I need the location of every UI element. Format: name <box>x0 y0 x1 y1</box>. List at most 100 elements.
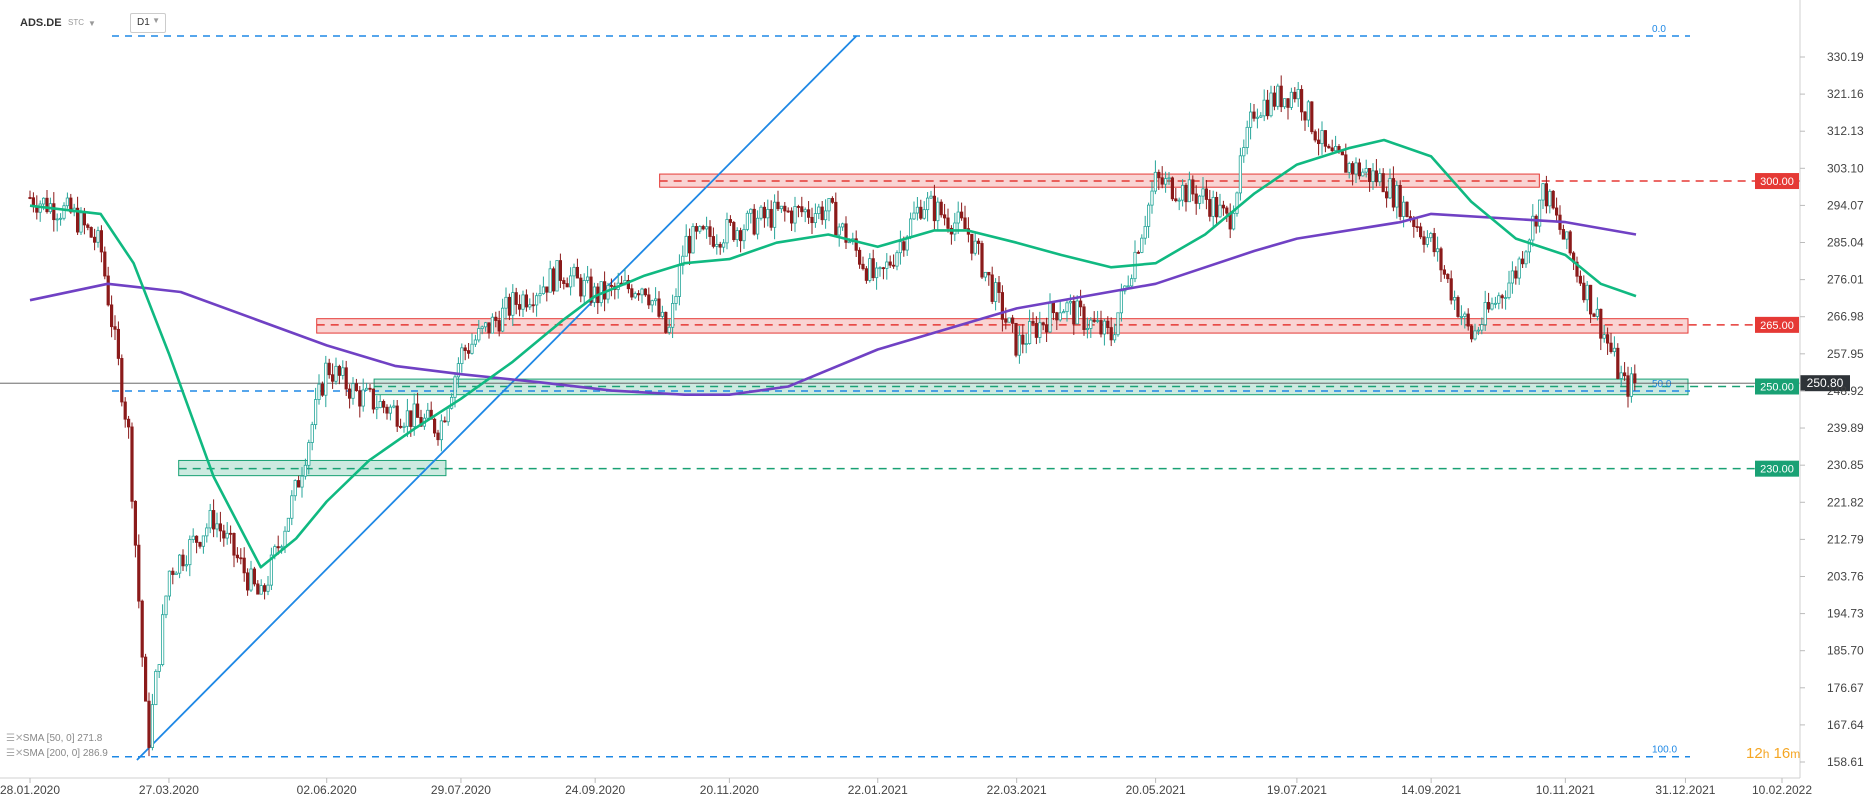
candle-body <box>1279 85 1283 108</box>
candle-body <box>1306 101 1310 121</box>
candle-body <box>1296 89 1300 100</box>
candle-body <box>1629 373 1633 397</box>
candle-body <box>674 296 678 304</box>
legend-sma50[interactable]: ☰✕ SMA [50, 0] 271.8 <box>6 733 102 744</box>
x-tick-label: 27.03.2020 <box>139 783 199 795</box>
candle-body <box>895 252 899 267</box>
candle-body <box>222 530 226 539</box>
candle-body <box>586 276 590 281</box>
current-price-label: 250.80 <box>1807 376 1844 390</box>
candle-body <box>779 205 784 210</box>
candle-body <box>562 280 566 284</box>
candle-body <box>878 267 882 270</box>
candle-body <box>194 535 199 543</box>
candle-body <box>256 583 260 595</box>
candle-body <box>1429 233 1433 239</box>
candle-body <box>1585 284 1589 301</box>
candle-body <box>1157 171 1161 179</box>
y-tick-label: 294.07 <box>1827 198 1864 212</box>
candle-body <box>460 347 464 365</box>
candle-body <box>844 223 848 243</box>
candle-body <box>953 222 957 235</box>
candle-body <box>1480 324 1484 331</box>
eye-icon[interactable]: ☰✕ <box>6 748 24 759</box>
candle-body <box>341 367 345 376</box>
x-tick-label: 31.12.2021 <box>1655 783 1715 795</box>
candle-body <box>929 195 933 199</box>
candle-body <box>637 293 641 296</box>
level-label-250.00: 250.00 <box>1760 381 1794 393</box>
candle-body <box>1381 173 1385 193</box>
candle-body <box>1374 170 1378 183</box>
candle-body <box>188 539 192 566</box>
candle-body <box>834 201 838 236</box>
candle-body <box>1147 204 1151 227</box>
x-tick-label: 20.05.2021 <box>1126 783 1186 795</box>
candle-body <box>558 260 563 281</box>
candle-body <box>1619 372 1623 379</box>
eye-icon[interactable]: ☰✕ <box>6 733 24 744</box>
chevron-down-icon[interactable]: ▼ <box>88 19 96 28</box>
candle-body <box>1609 342 1613 353</box>
candle-body <box>671 303 675 328</box>
candle-body <box>773 201 777 228</box>
candle-body <box>1487 302 1491 310</box>
candle-body <box>660 311 665 317</box>
candle-body <box>667 326 671 333</box>
candle-body <box>1079 300 1083 308</box>
candle-body <box>1082 306 1086 330</box>
candle-body <box>171 570 175 575</box>
candle-body <box>691 226 695 254</box>
candle-body <box>698 226 702 232</box>
candle-body <box>647 294 651 306</box>
candle-body <box>1548 190 1552 207</box>
candle-body <box>1521 258 1525 265</box>
candle-body <box>62 205 66 219</box>
candle-body <box>1317 139 1321 145</box>
uptrend-line <box>136 35 858 761</box>
candle-body <box>871 258 875 279</box>
candle-body <box>364 387 369 391</box>
candle-body <box>232 533 236 556</box>
candle-body <box>1055 312 1059 321</box>
timeframe-select[interactable]: D1 ▼ <box>130 13 166 33</box>
candle-body <box>1238 155 1242 194</box>
candle-body <box>249 568 253 591</box>
candle-body <box>1150 190 1154 206</box>
candle-body <box>147 700 151 748</box>
candle-body <box>211 510 216 530</box>
candle-body <box>1425 237 1429 245</box>
candle-body <box>1327 145 1331 149</box>
candle-body <box>725 219 729 244</box>
candle-body <box>1218 204 1222 218</box>
candle-body <box>313 399 318 425</box>
candle-body <box>858 249 862 265</box>
candle-body <box>980 243 984 278</box>
candle-body <box>827 198 831 212</box>
legend-sma200[interactable]: ☰✕ SMA [200, 0] 286.9 <box>6 748 108 759</box>
legend-sma50-label: SMA [50, 0] 271.8 <box>22 733 103 744</box>
x-tick-label: 22.03.2021 <box>987 783 1047 795</box>
candle-body <box>1510 270 1514 284</box>
candle-body <box>915 206 920 214</box>
candle-body <box>922 209 926 219</box>
candle-body <box>711 236 716 247</box>
candle-body <box>310 424 314 443</box>
candle-body <box>1303 111 1307 121</box>
candle-body <box>1252 111 1256 119</box>
candle-body <box>392 405 396 408</box>
candle-body <box>79 212 83 233</box>
candle-body <box>708 226 712 237</box>
candle-body <box>477 328 481 341</box>
sma200-line <box>29 212 1637 397</box>
candle-body <box>494 316 498 321</box>
candle-body <box>347 388 352 399</box>
candle-body <box>977 240 981 244</box>
candle-body <box>1507 282 1511 298</box>
candle-body <box>1361 171 1365 177</box>
candle-body <box>412 403 416 427</box>
candle-body <box>1143 225 1147 239</box>
y-tick-label: 158.61 <box>1827 755 1864 769</box>
candle-body <box>1517 258 1521 279</box>
